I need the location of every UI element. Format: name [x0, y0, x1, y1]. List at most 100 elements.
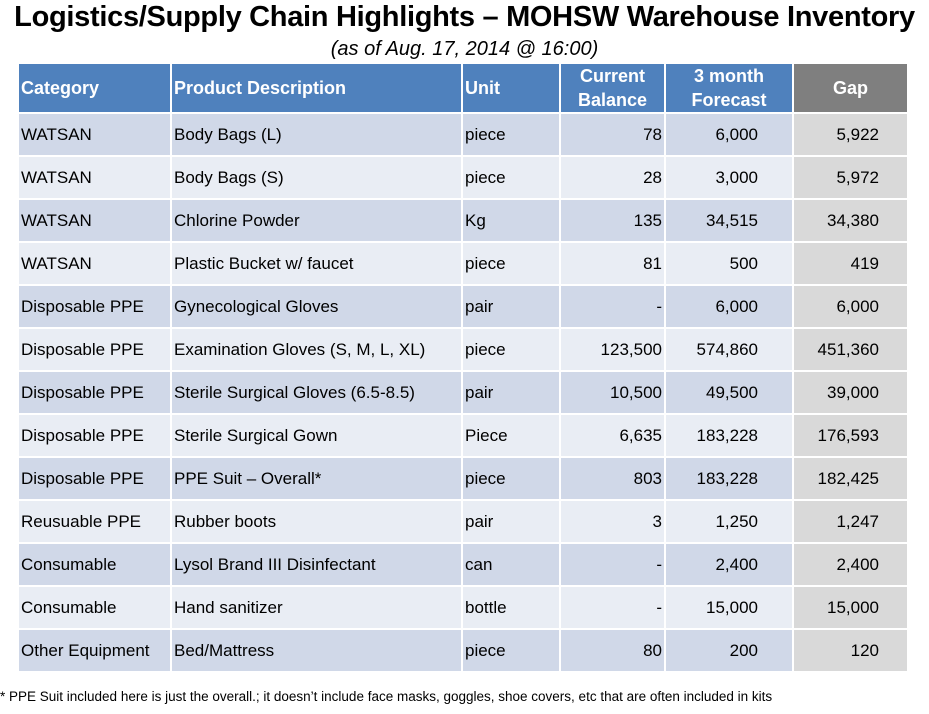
cell-forecast: 574,860	[666, 329, 792, 370]
cell-product: Body Bags (S)	[172, 157, 461, 198]
table-row: WATSAN Body Bags (S) piece 28 3,000 5,972	[19, 157, 907, 198]
table-row: Other Equipment Bed/Mattress piece 80 200 120	[19, 630, 907, 671]
column-header-gap: Gap	[794, 64, 907, 112]
cell-unit: pair	[463, 372, 559, 413]
cell-forecast: 183,228	[666, 415, 792, 456]
cell-category: Disposable PPE	[19, 415, 170, 456]
cell-forecast: 34,515	[666, 200, 792, 241]
cell-forecast: 15,000	[666, 587, 792, 628]
cell-gap: 176,593	[794, 415, 907, 456]
cell-current-balance: -	[561, 587, 664, 628]
cell-unit: Piece	[463, 415, 559, 456]
cell-category: WATSAN	[19, 200, 170, 241]
table-row: Disposable PPE Gynecological Gloves pair -6…	[19, 286, 907, 327]
cell-gap: 6,000	[794, 286, 907, 327]
header-line: Current	[579, 66, 645, 86]
cell-category: Consumable	[19, 587, 170, 628]
cell-current-balance: 28	[561, 157, 664, 198]
cell-unit: pair	[463, 286, 559, 327]
cell-category: Disposable PPE	[19, 286, 170, 327]
table-row: Consumable Hand sanitizer bottle -15,000 15,…	[19, 587, 907, 628]
cell-current-balance: 80	[561, 630, 664, 671]
cell-current-balance: 78	[561, 114, 664, 155]
table-row: Reusuable PPE Rubber boots pair 3 1,250 1,247	[19, 501, 907, 542]
cell-product: Hand sanitizer	[172, 587, 461, 628]
cell-forecast: 200	[666, 630, 792, 671]
cell-category: Disposable PPE	[19, 329, 170, 370]
cell-product: Plastic Bucket w/ faucet	[172, 243, 461, 284]
cell-unit: bottle	[463, 587, 559, 628]
footnote: * PPE Suit included here is just the ove…	[0, 689, 773, 704]
table-row: WATSAN Body Bags (L) piece 78 6,000 5,922	[19, 114, 907, 155]
column-header-product: Product Description	[172, 64, 461, 112]
table-row: Consumable Lysol Brand III Disinfectant ca…	[19, 544, 907, 585]
cell-product: PPE Suit – Overall*	[172, 458, 461, 499]
cell-gap: 34,380	[794, 200, 907, 241]
cell-current-balance: -	[561, 286, 664, 327]
cell-product: Gynecological Gloves	[172, 286, 461, 327]
cell-current-balance: 123,500	[561, 329, 664, 370]
cell-unit: piece	[463, 243, 559, 284]
column-header-category: Category	[19, 64, 170, 112]
cell-current-balance: 6,635	[561, 415, 664, 456]
cell-unit: piece	[463, 114, 559, 155]
table-row: WATSAN Plastic Bucket w/ faucet piece 81 500…	[19, 243, 907, 284]
cell-category: Consumable	[19, 544, 170, 585]
table-row: Disposable PPE PPE Suit – Overall* piece 80…	[19, 458, 907, 499]
table-row: WATSAN Chlorine Powder Kg 135 34,515 34,380	[19, 200, 907, 241]
header-line: Forecast	[691, 90, 767, 110]
cell-category: Other Equipment	[19, 630, 170, 671]
cell-category: Reusuable PPE	[19, 501, 170, 542]
cell-unit: Kg	[463, 200, 559, 241]
slide-subtitle: (as of Aug. 17, 2014 @ 16:00)	[330, 38, 599, 60]
cell-category: WATSAN	[19, 243, 170, 284]
cell-category: WATSAN	[19, 114, 170, 155]
cell-product: Rubber boots	[172, 501, 461, 542]
table-row: Disposable PPE Sterile Surgical Gown Piece…	[19, 415, 907, 456]
cell-forecast: 3,000	[666, 157, 792, 198]
cell-gap: 5,922	[794, 114, 907, 155]
cell-unit: can	[463, 544, 559, 585]
inventory-table: Category Product Description Unit Curren…	[17, 62, 909, 673]
cell-category: WATSAN	[19, 157, 170, 198]
header-line: Balance	[577, 90, 648, 110]
cell-unit: piece	[463, 458, 559, 499]
cell-gap: 1,247	[794, 501, 907, 542]
cell-forecast: 6,000	[666, 286, 792, 327]
cell-forecast: 6,000	[666, 114, 792, 155]
cell-unit: piece	[463, 630, 559, 671]
column-header-unit: Unit	[463, 64, 559, 112]
cell-gap: 2,400	[794, 544, 907, 585]
cell-gap: 182,425	[794, 458, 907, 499]
cell-product: Chlorine Powder	[172, 200, 461, 241]
cell-current-balance: 803	[561, 458, 664, 499]
cell-current-balance: 3	[561, 501, 664, 542]
cell-forecast: 183,228	[666, 458, 792, 499]
cell-gap: 39,000	[794, 372, 907, 413]
cell-product: Lysol Brand III Disinfectant	[172, 544, 461, 585]
cell-forecast: 2,400	[666, 544, 792, 585]
column-header-current-balance: Current Balance	[561, 64, 664, 112]
cell-unit: piece	[463, 329, 559, 370]
cell-current-balance: 135	[561, 200, 664, 241]
cell-current-balance: -	[561, 544, 664, 585]
cell-unit: pair	[463, 501, 559, 542]
cell-gap: 120	[794, 630, 907, 671]
cell-product: Bed/Mattress	[172, 630, 461, 671]
cell-gap: 15,000	[794, 587, 907, 628]
table-header-row: Category Product Description Unit Curren…	[19, 64, 907, 112]
cell-gap: 451,360	[794, 329, 907, 370]
cell-forecast: 500	[666, 243, 792, 284]
cell-category: Disposable PPE	[19, 458, 170, 499]
cell-current-balance: 81	[561, 243, 664, 284]
slide-title: Logistics/Supply Chain Highlights – MOHS…	[14, 1, 915, 33]
cell-forecast: 1,250	[666, 501, 792, 542]
cell-product: Sterile Surgical Gloves (6.5-8.5)	[172, 372, 461, 413]
cell-forecast: 49,500	[666, 372, 792, 413]
cell-product: Body Bags (L)	[172, 114, 461, 155]
table-row: Disposable PPE Examination Gloves (S, M, …	[19, 329, 907, 370]
cell-current-balance: 10,500	[561, 372, 664, 413]
column-header-forecast: 3 month Forecast	[666, 64, 792, 112]
table-row: Disposable PPE Sterile Surgical Gloves (6…	[19, 372, 907, 413]
cell-product: Examination Gloves (S, M, L, XL)	[172, 329, 461, 370]
